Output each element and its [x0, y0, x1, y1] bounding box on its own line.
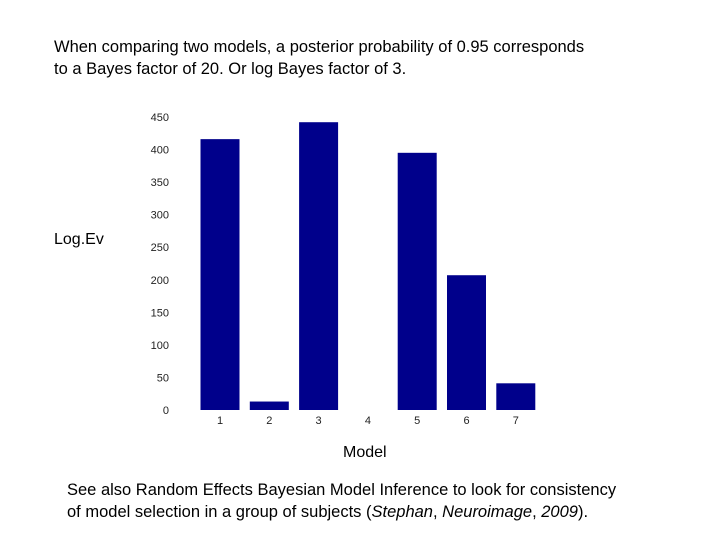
intro-line-1: When comparing two models, a posterior p… — [54, 38, 585, 56]
bar-model-7 — [496, 383, 536, 410]
y-tick-label: 50 — [157, 372, 169, 384]
bar-model-1 — [200, 139, 240, 411]
y-tick-label: 150 — [151, 307, 169, 319]
bar-model-6 — [447, 275, 486, 410]
y-tick-label: 450 — [151, 112, 169, 124]
bars — [200, 122, 536, 411]
footer-end: ). — [577, 503, 589, 521]
bar-model-5 — [397, 152, 437, 411]
x-tick-label: 3 — [316, 415, 322, 427]
x-tick-label: 7 — [513, 415, 519, 427]
x-axis-label: Model — [343, 444, 387, 461]
y-tick-label: 400 — [151, 145, 169, 157]
intro-line-2: to a Bayes factor of 20. Or log Bayes fa… — [54, 60, 407, 78]
footer-line-1: See also Random Effects Bayesian Model I… — [67, 481, 617, 499]
x-axis-ticks: 1 2 3 4 5 6 7 — [217, 415, 519, 427]
citation-year: 2009 — [541, 503, 578, 521]
x-tick-label: 1 — [217, 415, 223, 427]
x-tick-label: 2 — [266, 415, 272, 427]
y-tick-label: 200 — [151, 275, 169, 287]
y-axis-label: Log.Ev — [54, 231, 104, 248]
bar-model-3 — [299, 122, 339, 410]
y-tick-label: 250 — [151, 242, 169, 254]
citation-journal: Neuroimage — [442, 503, 533, 521]
y-axis-ticks: 0 50 100 150 200 250 300 350 400 450 — [151, 112, 169, 417]
footer-sep: , — [433, 503, 443, 521]
y-tick-label: 100 — [151, 340, 169, 352]
x-tick-label: 5 — [414, 415, 420, 427]
footer-comma: , — [532, 503, 542, 521]
citation-author: Stephan — [371, 503, 433, 521]
y-tick-label: 350 — [151, 177, 169, 189]
intro-text: When comparing two models, a posterior p… — [54, 36, 694, 80]
y-tick-label: 0 — [163, 405, 169, 417]
x-tick-label: 6 — [463, 415, 469, 427]
footer-line-2: of model selection in a group of subject… — [67, 501, 707, 523]
x-tick-label: 4 — [365, 415, 371, 427]
footer-text: See also Random Effects Bayesian Model I… — [67, 479, 707, 523]
bar-model-2 — [249, 401, 289, 410]
y-tick-label: 300 — [151, 210, 169, 222]
footer-text-a: of model selection in a group of subject… — [67, 503, 372, 521]
